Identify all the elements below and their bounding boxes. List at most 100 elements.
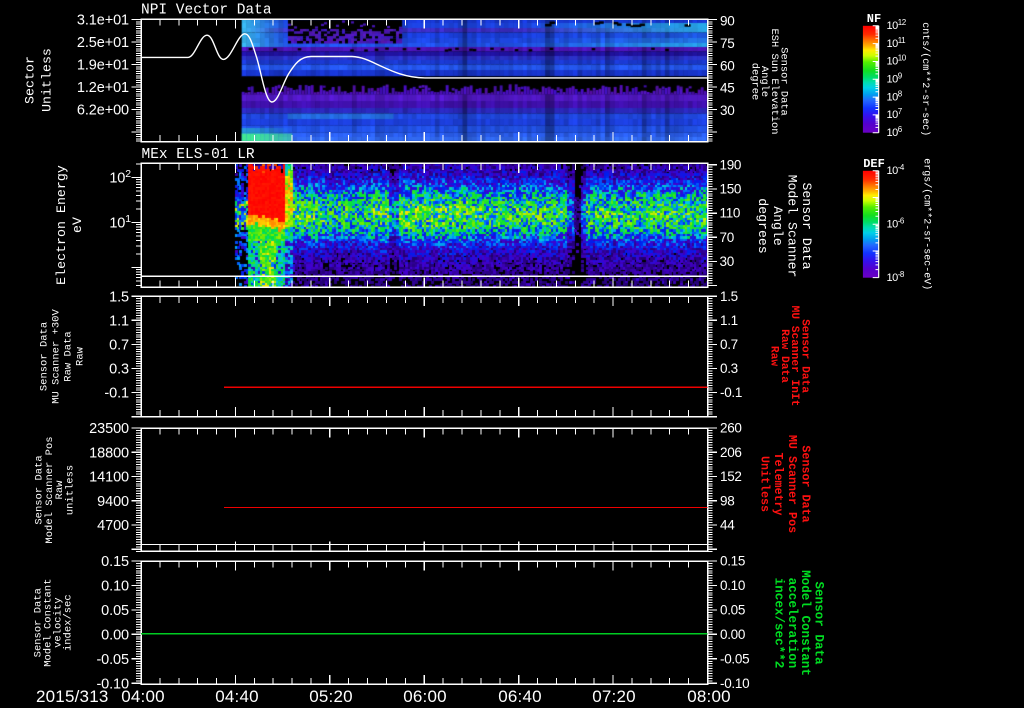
svg-text:-0.1: -0.1 <box>104 386 129 402</box>
svg-text:degrees: degrees <box>755 198 770 253</box>
svg-text:DEF: DEF <box>863 157 885 171</box>
svg-text:unitless: unitless <box>64 465 76 515</box>
svg-text:Raw: Raw <box>54 480 66 500</box>
svg-text:velocity: velocity <box>53 597 65 647</box>
svg-text:44: 44 <box>720 518 735 533</box>
svg-text:1011: 1011 <box>887 36 907 50</box>
svg-text:05:20: 05:20 <box>309 687 353 706</box>
svg-text:06:40: 06:40 <box>498 687 542 706</box>
svg-text:06:00: 06:00 <box>403 687 447 706</box>
svg-text:1.5: 1.5 <box>109 289 129 305</box>
svg-text:110: 110 <box>720 206 741 221</box>
svg-text:2.5e+01: 2.5e+01 <box>77 35 129 51</box>
svg-text:-0.05: -0.05 <box>720 651 749 666</box>
svg-text:MU Scanner Pos: MU Scanner Pos <box>785 435 799 533</box>
svg-text:10-4: 10-4 <box>887 163 905 177</box>
svg-text:108: 108 <box>887 89 903 103</box>
svg-text:04:40: 04:40 <box>215 687 259 706</box>
svg-text:acceleration: acceleration <box>785 578 799 669</box>
svg-text:75: 75 <box>720 36 734 51</box>
svg-text:Sensor Data: Sensor Data <box>778 47 790 116</box>
svg-text:Angle: Angle <box>770 206 785 246</box>
svg-text:Model Scanner Pos: Model Scanner Pos <box>44 436 56 543</box>
svg-text:0.10: 0.10 <box>720 578 745 593</box>
svg-text:106: 106 <box>887 125 903 139</box>
svg-text:0.00: 0.00 <box>720 627 745 642</box>
svg-text:ergs/(cm**2-sr-sec-eV): ergs/(cm**2-sr-sec-eV) <box>921 158 933 290</box>
svg-text:1.9e+01: 1.9e+01 <box>77 58 129 74</box>
svg-text:NF: NF <box>867 12 881 26</box>
svg-text:1012: 1012 <box>887 18 907 32</box>
svg-text:0.3: 0.3 <box>720 361 738 376</box>
svg-text:0.15: 0.15 <box>720 554 745 569</box>
svg-text:MU Scanner +30V: MU Scanner +30V <box>51 309 63 404</box>
svg-text:206: 206 <box>720 445 742 460</box>
svg-text:Sensor Data: Sensor Data <box>34 455 46 524</box>
svg-text:0.00: 0.00 <box>101 627 129 643</box>
svg-text:Raw Data: Raw Data <box>63 331 75 381</box>
svg-text:9400: 9400 <box>97 494 129 510</box>
svg-text:152: 152 <box>720 469 742 484</box>
svg-text:107: 107 <box>887 107 903 121</box>
svg-text:degree: degree <box>748 63 760 100</box>
svg-text:3.1e+01: 3.1e+01 <box>77 13 129 29</box>
svg-text:Raw Data: Raw Data <box>778 329 790 383</box>
svg-text:-0.10: -0.10 <box>96 676 129 692</box>
svg-text:-0.1: -0.1 <box>720 385 742 400</box>
svg-text:08:00: 08:00 <box>687 687 731 706</box>
svg-text:Sensor Data: Sensor Data <box>39 322 51 391</box>
svg-text:0.15: 0.15 <box>101 554 129 570</box>
svg-text:Model Constant: Model Constant <box>43 579 55 667</box>
svg-text:MU Scanner InIt: MU Scanner InIt <box>788 306 800 407</box>
svg-text:cnts/(cm**2-sr-sec): cnts/(cm**2-sr-sec) <box>919 22 931 136</box>
svg-text:14100: 14100 <box>89 470 129 486</box>
svg-text:30: 30 <box>720 103 734 118</box>
svg-text:04:00: 04:00 <box>121 687 165 706</box>
svg-text:NPI Vector Data: NPI Vector Data <box>141 3 272 19</box>
svg-text:190: 190 <box>720 157 742 172</box>
svg-text:1.1: 1.1 <box>109 313 129 329</box>
svg-text:101: 101 <box>109 213 131 232</box>
svg-text:90: 90 <box>720 14 734 29</box>
svg-text:Sensor Data: Sensor Data <box>799 445 813 522</box>
svg-text:index/sec: index/sec <box>63 594 75 651</box>
svg-text:Sector: Sector <box>23 56 38 104</box>
svg-text:07:20: 07:20 <box>592 687 636 706</box>
svg-text:ESH Sun Elevation: ESH Sun Elevation <box>768 28 780 134</box>
svg-text:0.10: 0.10 <box>101 579 129 595</box>
svg-text:10-6: 10-6 <box>887 217 905 231</box>
svg-text:4700: 4700 <box>97 518 129 534</box>
svg-text:30: 30 <box>720 254 734 269</box>
svg-text:Raw: Raw <box>75 346 87 366</box>
svg-text:MEx ELS-01 LR: MEx ELS-01 LR <box>142 147 255 163</box>
svg-text:Electron Energy: Electron Energy <box>54 165 69 285</box>
svg-text:98: 98 <box>720 493 734 508</box>
svg-text:0.7: 0.7 <box>720 337 738 352</box>
svg-text:Sensor Data: Sensor Data <box>799 319 811 393</box>
svg-text:1010: 1010 <box>887 54 907 68</box>
svg-text:0.05: 0.05 <box>720 603 745 618</box>
svg-text:0.3: 0.3 <box>109 362 129 378</box>
svg-text:18800: 18800 <box>89 445 129 461</box>
svg-text:eV: eV <box>70 217 85 233</box>
svg-text:10-8: 10-8 <box>887 270 905 284</box>
svg-text:Model Constant: Model Constant <box>798 570 812 676</box>
svg-text:Sensor Data: Sensor Data <box>799 182 814 269</box>
svg-text:150: 150 <box>720 182 742 197</box>
svg-text:70: 70 <box>720 230 734 245</box>
svg-text:109: 109 <box>887 72 903 86</box>
svg-text:1.1: 1.1 <box>720 313 738 328</box>
svg-text:102: 102 <box>109 168 131 187</box>
svg-text:-0.10: -0.10 <box>720 676 749 691</box>
svg-text:Sensor Data: Sensor Data <box>812 581 826 665</box>
svg-text:1.5: 1.5 <box>720 289 738 304</box>
svg-text:Sensor Data: Sensor Data <box>33 588 45 657</box>
svg-text:-0.05: -0.05 <box>96 652 129 668</box>
svg-text:0.7: 0.7 <box>109 337 129 353</box>
svg-text:Telemetry: Telemetry <box>771 452 785 515</box>
svg-text:Model Scanner: Model Scanner <box>784 175 799 278</box>
svg-text:incex/sec**2: incex/sec**2 <box>772 578 786 669</box>
svg-text:60: 60 <box>720 58 734 73</box>
svg-text:45: 45 <box>720 81 734 96</box>
svg-text:Angle: Angle <box>758 66 770 97</box>
